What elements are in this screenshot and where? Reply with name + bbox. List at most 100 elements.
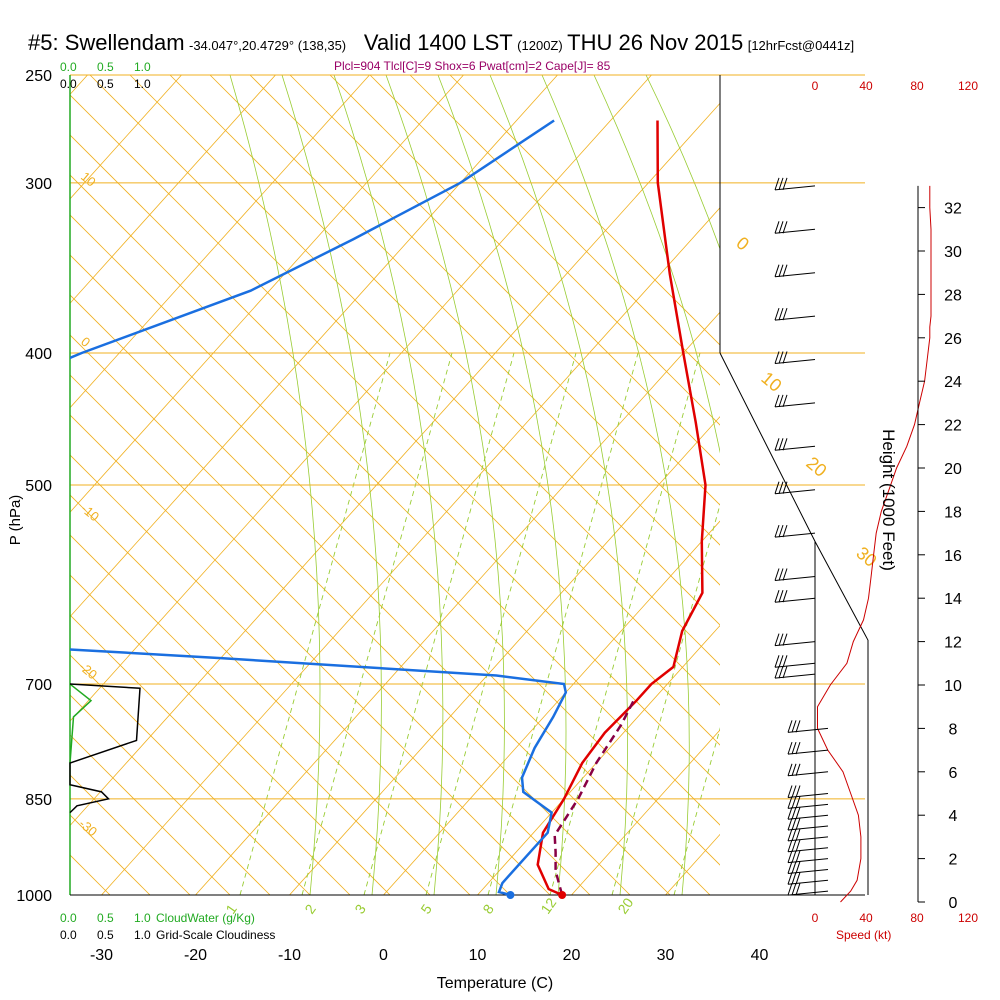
wind-barb-flag	[778, 524, 784, 538]
wind-barb	[774, 307, 816, 321]
wind-barb	[787, 882, 829, 896]
wind-barb-flag	[774, 221, 780, 234]
wind-barb	[787, 720, 829, 733]
speed-scale-top: 120	[958, 79, 978, 93]
wind-barb	[787, 741, 829, 755]
pressure-tick-label: 250	[25, 68, 52, 85]
y-axis-label: P (hPa)	[7, 495, 24, 546]
wind-barb	[774, 665, 816, 679]
mixing-ratio-label: 5	[417, 901, 435, 917]
wind-barb-flag	[795, 796, 801, 809]
dry-adiabat	[70, 614, 351, 895]
temperature-tick-label: 30	[657, 947, 675, 964]
height-tick-label: 2	[949, 852, 958, 869]
temperature-tick-label: 40	[751, 947, 769, 964]
cloud-water-scale-bottom: 0.5	[97, 911, 114, 925]
height-tick-label: 24	[944, 374, 962, 391]
wind-barb-flag	[787, 839, 793, 852]
mixing-ratio-line	[487, 352, 639, 895]
wind-barb-flag	[787, 828, 793, 842]
height-tick-label: 6	[949, 765, 958, 782]
wind-barb-shaft	[774, 272, 816, 278]
wind-barb-shaft	[787, 858, 829, 864]
wind-barb-flag	[782, 264, 788, 277]
wind-barb-flag	[795, 817, 801, 831]
dry-adiabat-label: 0	[78, 334, 93, 350]
height-tick-label: 20	[944, 461, 962, 478]
wind-barb-flag	[774, 655, 780, 668]
wind-barb-flag	[791, 850, 797, 863]
dry-adiabat	[449, 75, 720, 346]
wind-barb-flag	[774, 568, 780, 581]
wind-barb-shaft	[787, 890, 829, 896]
wind-barb-flag	[791, 839, 797, 852]
wind-barb-flag	[787, 850, 793, 863]
wind-barb	[787, 828, 829, 842]
wind-barb	[787, 785, 829, 798]
dry-adiabat-label: 20	[802, 453, 830, 481]
wind-barb	[774, 264, 816, 278]
wind-barb-shaft	[787, 814, 829, 820]
wind-barb-shaft	[787, 771, 829, 777]
height-axis-label: Height (1000 Feet)	[879, 429, 898, 571]
wind-speed-line	[817, 185, 932, 903]
wind-barb-flag	[778, 307, 784, 321]
wind-barb-shaft	[787, 868, 829, 874]
wind-barb-flag	[787, 817, 793, 831]
wind-barb	[774, 221, 816, 234]
cloudiness-line	[69, 683, 141, 814]
station-name: #5: Swellendam	[28, 30, 185, 55]
dry-adiabat	[70, 654, 311, 895]
wind-barb	[787, 872, 829, 885]
wind-barb-flag	[791, 785, 797, 798]
height-tick-label: 30	[944, 244, 962, 261]
wind-barb	[774, 655, 816, 668]
surface-dewpoint-dot	[506, 891, 515, 899]
speed-scale-top: 0	[812, 79, 819, 93]
wind-barb	[787, 817, 829, 831]
wind-barb-shaft	[787, 803, 829, 809]
wind-barb-flag	[791, 720, 797, 733]
wind-barb-flag	[791, 882, 797, 896]
wind-barb	[774, 633, 816, 647]
dry-adiabat	[70, 694, 271, 895]
cloudiness-scale-bottom: 1.0	[134, 928, 151, 942]
height-tick-label: 16	[944, 548, 962, 565]
wind-barb-flag	[795, 872, 801, 885]
pressure-tick-label: 700	[25, 677, 52, 694]
wind-barb	[787, 839, 829, 853]
wind-barb	[787, 807, 829, 820]
dry-adiabat	[70, 734, 231, 895]
wind-barb-flag	[774, 264, 780, 277]
wind-barb-flag	[778, 655, 784, 668]
height-tick-label: 26	[944, 331, 962, 348]
wind-barb-shaft	[774, 597, 816, 603]
mixing-ratio-label: 8	[479, 901, 497, 917]
dry-adiabat-label: -20	[76, 659, 100, 683]
wind-barb-shaft	[774, 228, 816, 234]
wind-barb-flag	[778, 394, 784, 408]
cloudiness-scale-top: 0.5	[97, 77, 114, 91]
height-tick-label: 14	[944, 591, 962, 608]
wind-barb-flag	[782, 655, 788, 668]
height-tick-label: 32	[944, 201, 962, 218]
wind-barb-flag	[778, 590, 784, 603]
wind-barb-flag	[787, 741, 793, 755]
wind-barb-flag	[791, 872, 797, 885]
cloud-water-line	[69, 683, 93, 764]
wind-barb-flag	[778, 264, 784, 277]
wind-barb-flag	[795, 763, 801, 776]
isotherm	[571, 729, 720, 895]
wind-barb-flag	[774, 438, 780, 451]
cloudiness-scale-bottom: 0.5	[97, 928, 114, 942]
temperature-tick-label: -30	[90, 947, 113, 964]
mixing-ratio-line	[549, 352, 701, 895]
wind-barb	[774, 524, 816, 538]
wind-barb-flag	[791, 796, 797, 809]
pressure-tick-label: 500	[25, 478, 52, 495]
dry-adiabat	[369, 75, 720, 426]
wind-barb-shaft	[774, 673, 816, 679]
cloudiness-scale-top: 0.0	[60, 77, 77, 91]
wind-barb-flag	[791, 861, 797, 874]
